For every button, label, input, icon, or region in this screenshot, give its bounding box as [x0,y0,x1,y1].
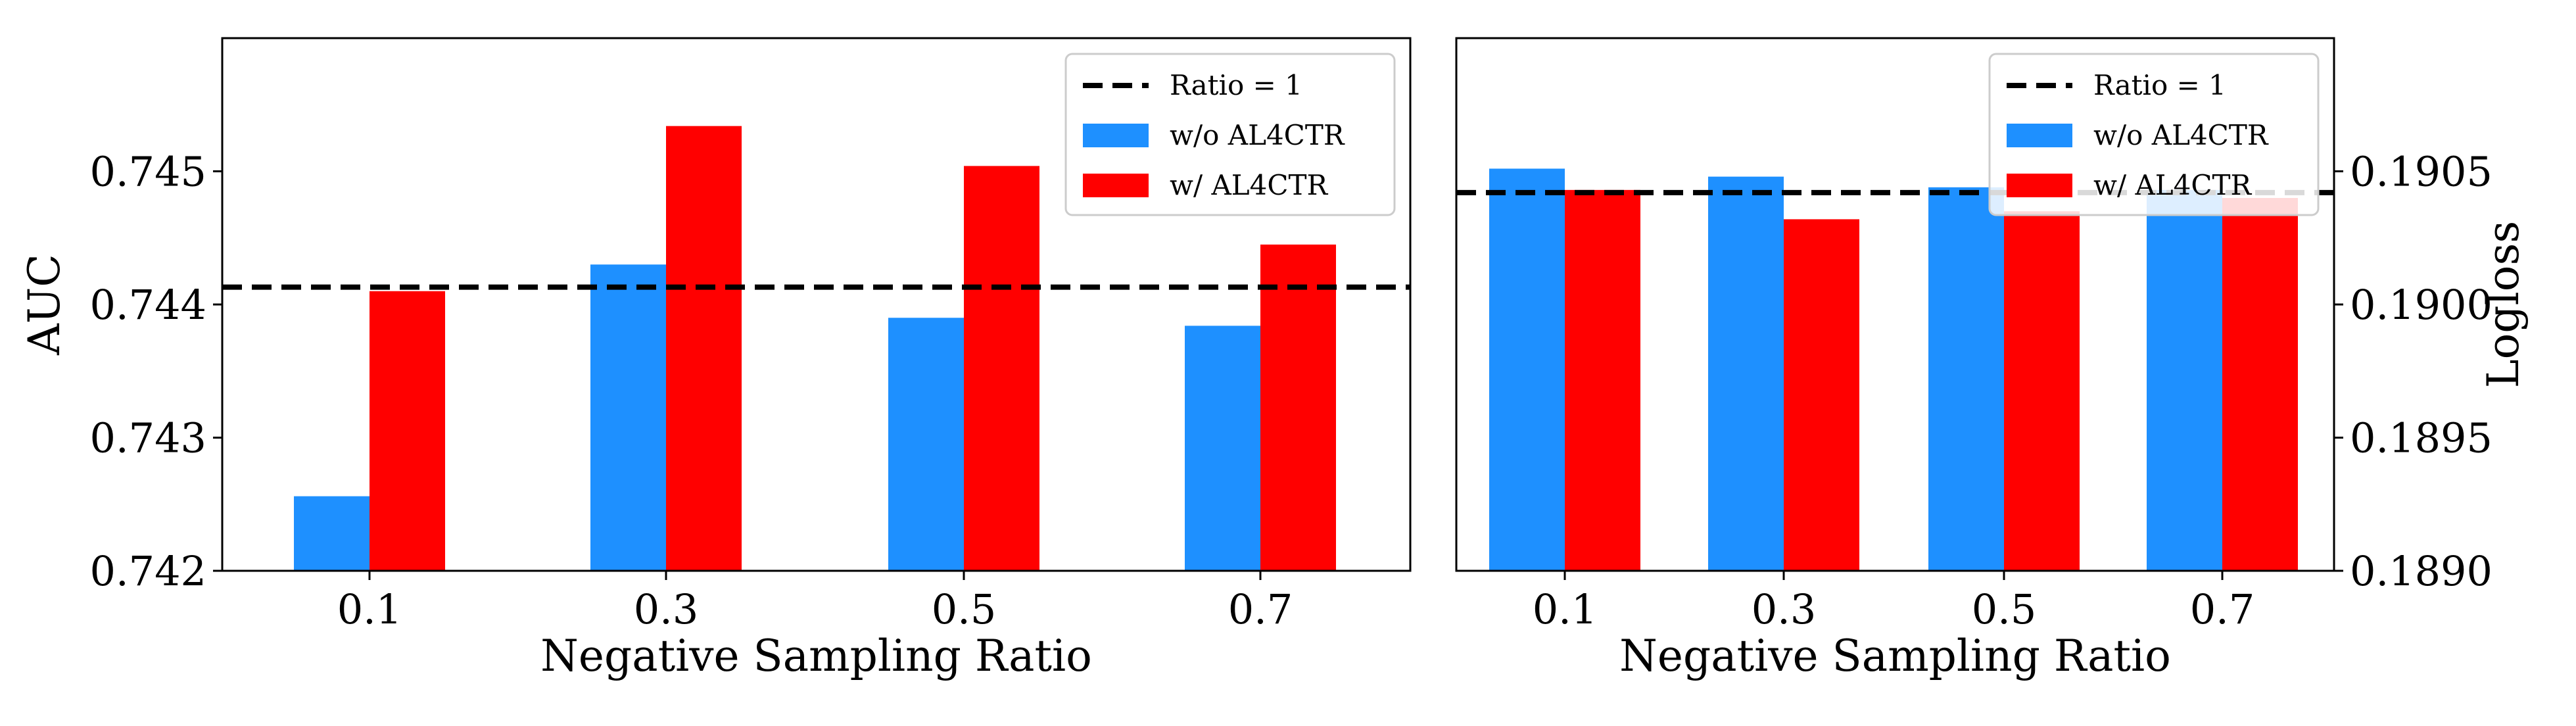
y-axis-title: Logloss [2478,221,2529,388]
legend-label-ratio-1: Ratio = 1 [2093,69,2226,101]
x-tick-label: 0.7 [1228,585,1293,633]
bar-without-al4ctr-0.3 [590,264,666,571]
bar-with-al4ctr-0.7 [1260,244,1336,571]
bar-without-al4ctr-0.3 [1708,176,1784,571]
legend-swatch-without-al4ctr [1083,124,1149,147]
legend-swatch-without-al4ctr [2007,124,2072,147]
y-tick-label: 0.1895 [2350,414,2493,462]
y-tick-label: 0.1890 [2350,547,2493,595]
x-tick-label: 0.3 [1752,585,1817,633]
bar-without-al4ctr-0.5 [1928,187,2004,571]
legend-swatch-with-al4ctr [2007,174,2072,197]
bar-with-al4ctr-0.3 [666,126,742,571]
bar-without-al4ctr-0.1 [294,496,370,571]
bar-without-al4ctr-0.7 [2147,189,2222,571]
bar-without-al4ctr-0.7 [1185,326,1260,571]
bar-with-al4ctr-0.5 [964,166,1039,571]
bar-without-al4ctr-0.1 [1489,168,1565,571]
y-tick-label: 0.743 [90,414,207,462]
y-axis-title: AUC [19,254,70,356]
x-axis-title: Negative Sampling Ratio [1619,631,2171,681]
legend-label-with-al4ctr: w/ AL4CTR [1170,169,1329,201]
x-tick-label: 0.5 [932,585,997,633]
bar-with-al4ctr-0.5 [2004,211,2080,571]
legend: Ratio = 1 w/o AL4CTR w/ AL4CTR [1064,53,1396,216]
bar-with-al4ctr-0.3 [1784,219,1859,571]
x-axis-title: Negative Sampling Ratio [540,631,1092,681]
bar-with-al4ctr-0.1 [1565,189,1640,571]
y-tick-label: 0.1900 [2350,281,2493,329]
bar-with-al4ctr-0.1 [370,291,445,571]
bar-without-al4ctr-0.5 [888,318,964,571]
x-tick-label: 0.1 [1533,585,1598,633]
legend-label-with-al4ctr: w/ AL4CTR [2093,169,2253,201]
x-tick-label: 0.5 [1972,585,2037,633]
legend: Ratio = 1 w/o AL4CTR w/ AL4CTR [1988,53,2320,216]
y-tick-label: 0.744 [90,281,207,329]
legend-swatch-with-al4ctr [1083,174,1149,197]
bar-with-al4ctr-0.7 [2222,198,2298,571]
y-tick-label: 0.745 [90,148,207,196]
x-tick-label: 0.7 [2190,585,2255,633]
legend-label-without-al4ctr: w/o AL4CTR [1170,119,1345,151]
chart-panel-2: 0.1 0.3 0.5 0.7 0.1890 0.1895 0.1900 0.1905 Nega… [1455,37,2529,681]
x-tick-label: 0.1 [337,585,402,633]
legend-label-without-al4ctr: w/o AL4CTR [2093,119,2269,151]
x-tick-label: 0.3 [634,585,699,633]
y-tick-label: 0.1905 [2350,148,2493,196]
y-tick-label: 0.742 [90,547,207,595]
legend-label-ratio-1: Ratio = 1 [1170,69,1302,101]
chart-panel-1: 0.1 0.3 0.5 0.7 0.742 0.743 0.744 0.745 Negative… [19,37,1412,681]
